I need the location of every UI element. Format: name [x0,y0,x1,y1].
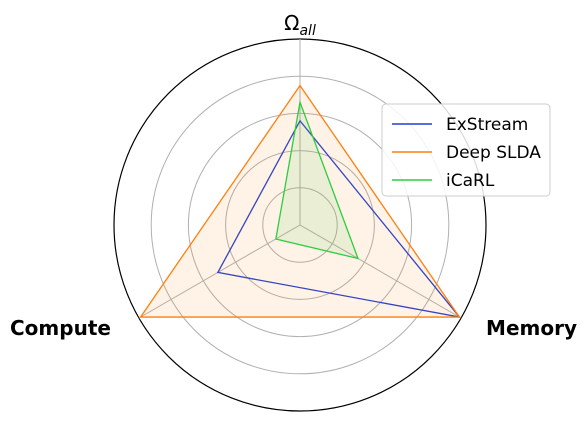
series-line-exstream [216,119,462,319]
series-fill-deep-slda [140,85,460,318]
axis-spoke-memory [299,224,462,319]
radar-series [139,84,462,319]
series-line-deep-slda [139,84,461,318]
legend-label-deep-slda: Deep SLDA [446,143,541,163]
radar-axes [138,39,462,319]
legend-label-exstream: ExStream [446,115,528,135]
axis-spoke-compute [138,224,301,319]
axis-label-omega: Ωall [284,11,316,39]
axis-label-memory: Memory [486,316,577,340]
series-line-icarl [275,99,360,260]
legend: ExStream Deep SLDA iCaRL [381,103,551,197]
legend-label-icarl: iCaRL [446,171,495,191]
axis-label-compute: Compute [10,316,111,340]
legend-box [381,103,551,197]
series-fill-icarl [275,102,358,259]
